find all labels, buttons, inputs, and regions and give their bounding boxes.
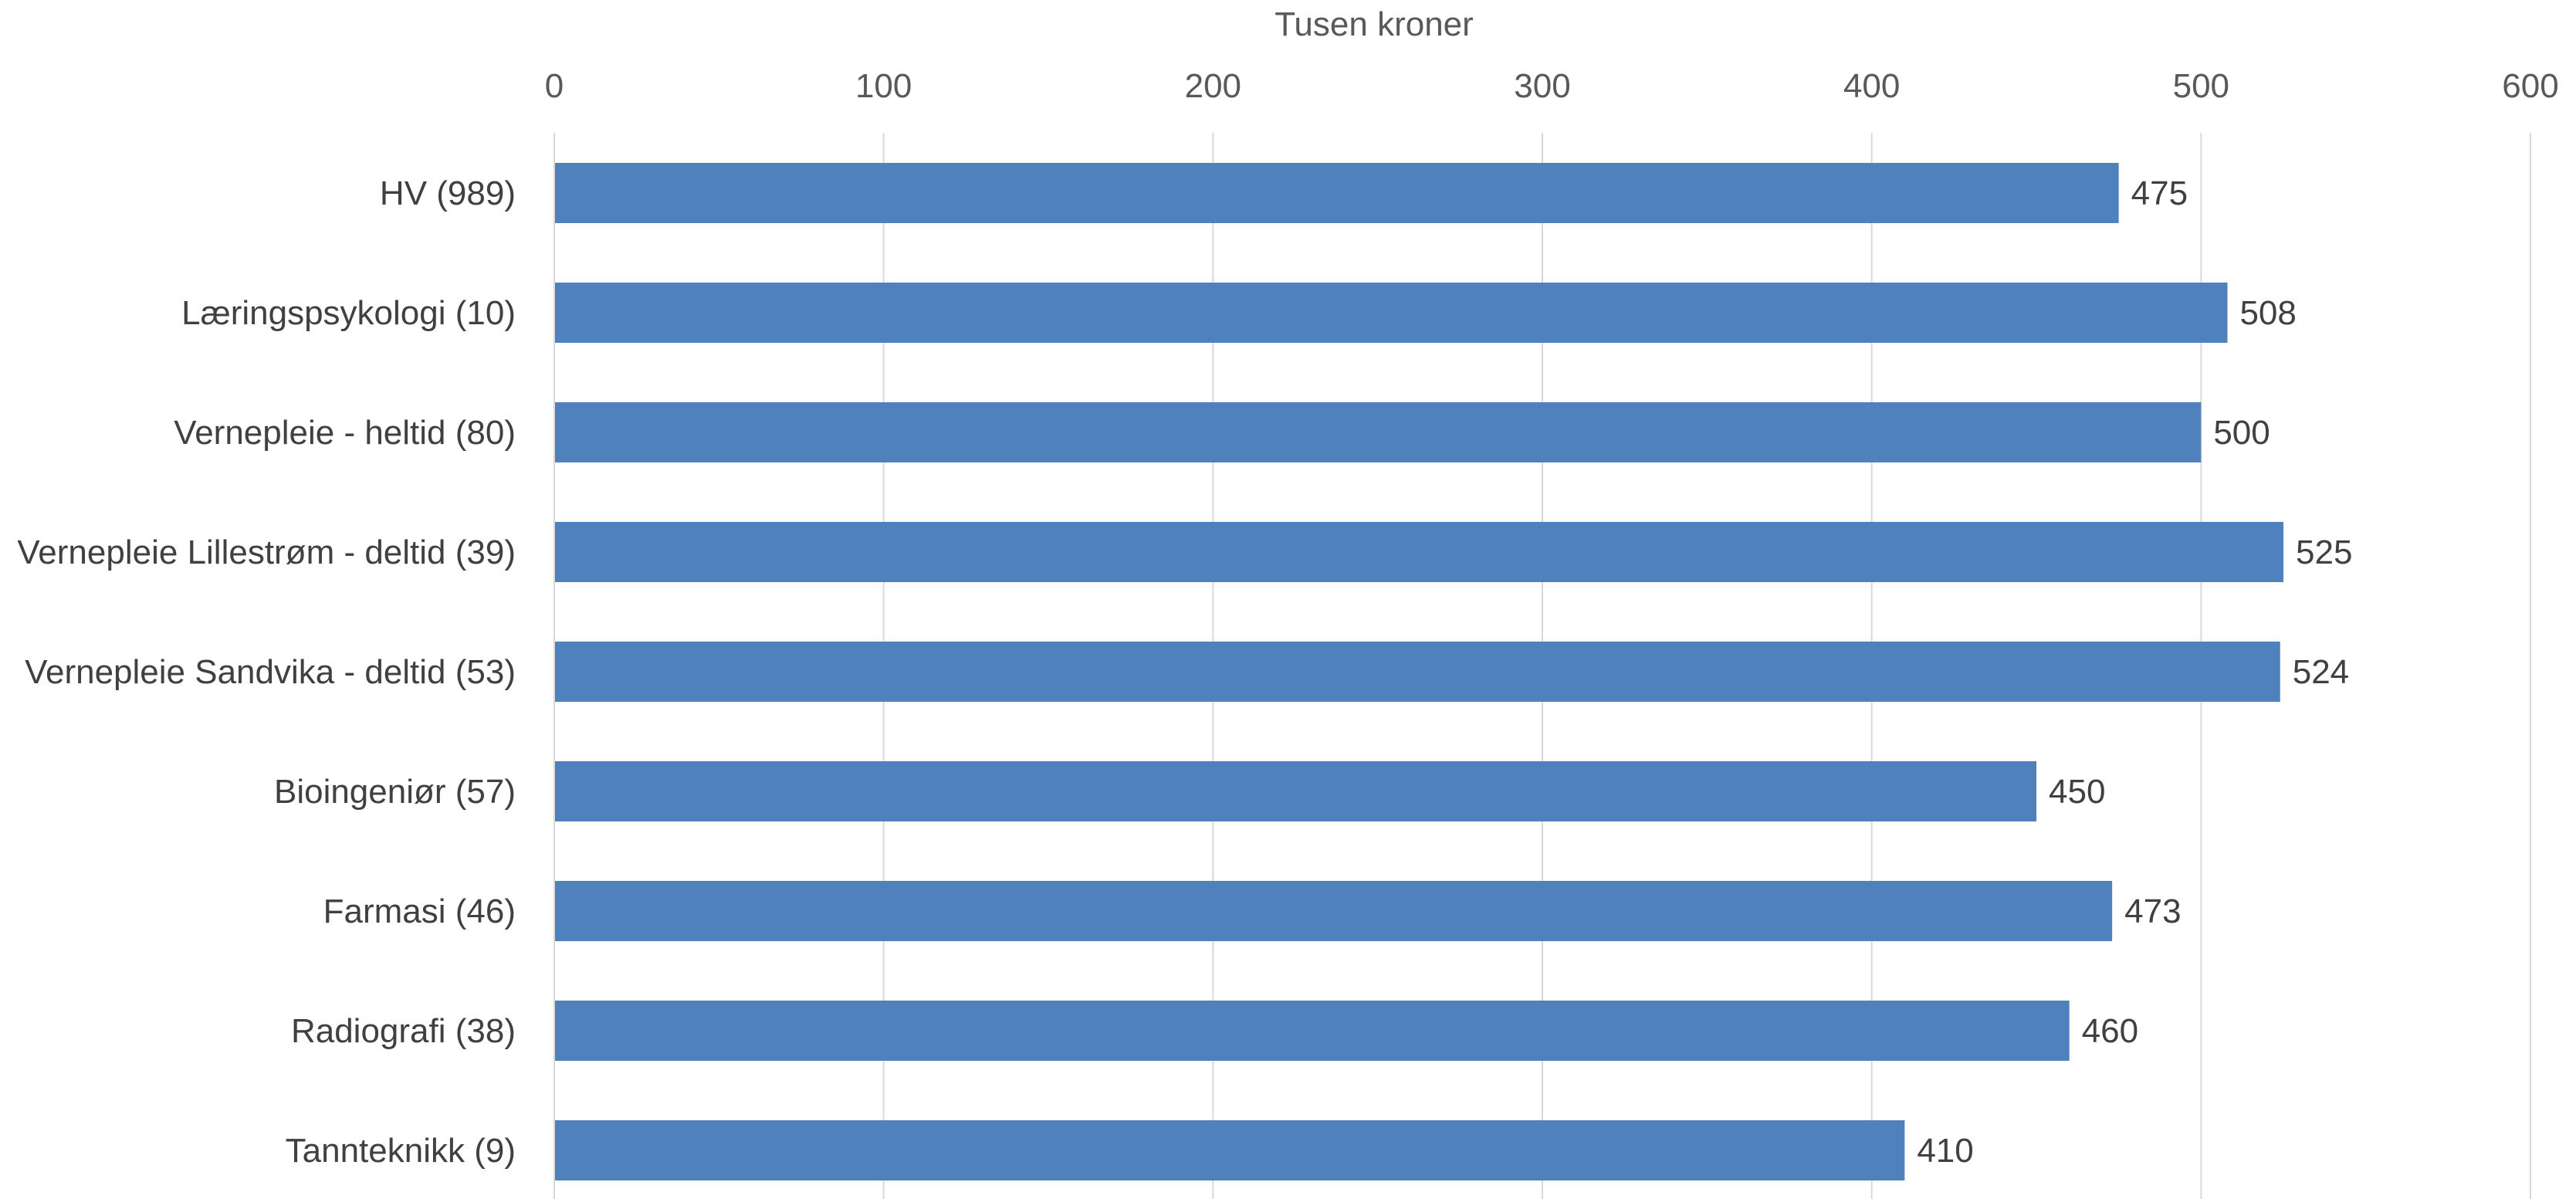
category-label: Læringspsykologi (10)	[181, 294, 516, 332]
x-tick-label: 200	[1185, 67, 1241, 105]
data-labels: 475 508 500 525 524 450 473 460 410	[1917, 174, 2352, 1170]
bar	[555, 283, 2228, 343]
x-axis-title: Tusen kroner	[1274, 5, 1474, 43]
data-label: 500	[2213, 414, 2270, 452]
category-label: Radiografi (38)	[291, 1012, 516, 1050]
x-tick-label: 0	[545, 67, 564, 105]
data-label: 475	[2131, 174, 2188, 212]
data-label: 524	[2293, 653, 2349, 691]
x-tick-label: 600	[2502, 67, 2558, 105]
category-label: Vernepleie Lillestrøm - deltid (39)	[17, 533, 516, 571]
category-label: Farmasi (46)	[323, 892, 516, 930]
data-label: 525	[2296, 533, 2352, 571]
x-axis-ticks: 0 100 200 300 400 500 600	[545, 67, 2559, 105]
data-label: 508	[2239, 294, 2296, 332]
category-label: Bioingeniør (57)	[274, 773, 516, 811]
category-label: Vernepleie - heltid (80)	[174, 414, 516, 452]
x-tick-label: 500	[2173, 67, 2229, 105]
category-label: Vernepleie Sandvika - deltid (53)	[25, 653, 516, 691]
x-tick-label: 400	[1843, 67, 1900, 105]
data-label: 410	[1917, 1132, 1973, 1170]
category-label: Tannteknikk (9)	[286, 1132, 516, 1170]
bar	[555, 522, 2283, 582]
bar	[555, 642, 2280, 702]
data-label: 473	[2124, 892, 2181, 930]
category-labels: HV (989) Læringspsykologi (10) Vernepleie …	[17, 174, 516, 1170]
bar	[555, 402, 2202, 462]
data-label: 450	[2049, 773, 2105, 811]
x-tick-label: 100	[855, 67, 912, 105]
bar	[555, 1001, 2070, 1061]
data-label: 460	[2082, 1012, 2138, 1050]
bar	[555, 761, 2036, 821]
bar	[555, 163, 2119, 223]
x-tick-label: 300	[1514, 67, 1570, 105]
bar	[555, 881, 2113, 941]
category-label: HV (989)	[380, 174, 516, 212]
bars	[555, 163, 2283, 1180]
bar	[555, 1120, 1905, 1180]
